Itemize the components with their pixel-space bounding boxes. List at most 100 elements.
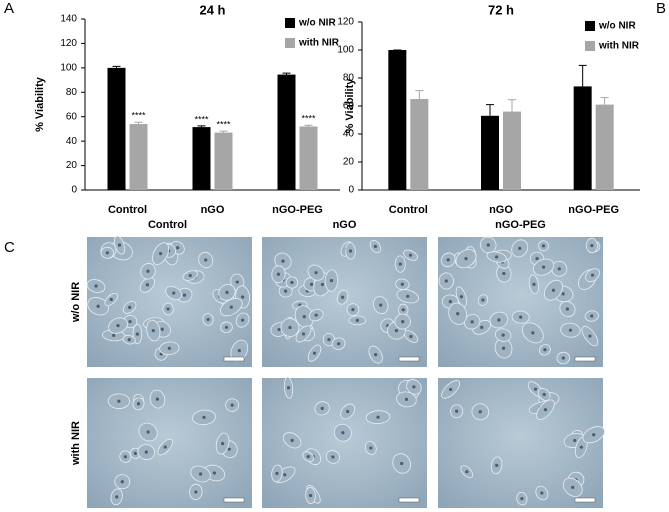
y-tick-label: 140 — [60, 14, 77, 25]
nucleus — [351, 308, 355, 312]
scale-bar — [398, 356, 420, 362]
nucleus — [160, 327, 164, 331]
error-bar — [600, 97, 609, 105]
y-tick-label: 20 — [66, 160, 78, 171]
y-tick-label: 120 — [337, 17, 354, 28]
nucleus — [275, 471, 279, 476]
nucleus — [394, 329, 399, 333]
micrograph — [438, 236, 603, 367]
y-tick-label: 80 — [343, 73, 355, 84]
nucleus — [592, 433, 596, 437]
nucleus — [127, 338, 131, 342]
nucleus — [561, 292, 565, 296]
bar — [595, 104, 614, 190]
nucleus — [240, 318, 245, 322]
nucleus — [221, 441, 225, 446]
y-tick-label: 60 — [66, 111, 78, 122]
x-tick-label: Control — [389, 204, 428, 216]
nucleus — [531, 331, 535, 335]
x-tick-label: nGO — [489, 204, 513, 216]
nucleus — [561, 356, 565, 360]
nucleus — [373, 244, 377, 249]
nucleus — [135, 332, 139, 336]
nucleus — [348, 249, 353, 253]
nucleus — [309, 282, 314, 286]
nucleus — [502, 271, 506, 276]
nucleus — [327, 338, 331, 342]
nucleus — [568, 328, 573, 332]
nucleus — [290, 438, 294, 442]
nucleus — [541, 244, 546, 248]
nucleus — [369, 446, 373, 450]
nucleus — [341, 431, 345, 435]
x-tick-label: nGO-PEG — [568, 204, 619, 216]
micrograph — [87, 378, 252, 508]
micrograph — [262, 376, 427, 508]
nucleus — [470, 320, 474, 324]
error-bar — [304, 124, 313, 127]
nucleus — [346, 409, 350, 414]
error-bar — [219, 130, 228, 133]
nucleus — [301, 332, 306, 336]
nucleus — [194, 490, 198, 494]
nucleus — [225, 290, 229, 294]
nucleus — [144, 450, 148, 454]
nucleus — [444, 279, 448, 283]
y-tick-label: 20 — [343, 157, 355, 168]
nucleus — [306, 455, 310, 459]
x-tick-label: Control — [108, 204, 147, 216]
panel-label: A — [4, 0, 14, 17]
bar — [277, 74, 296, 190]
nucleus — [565, 307, 570, 311]
nucleus — [123, 455, 127, 459]
nucleus — [374, 353, 378, 357]
nucleus — [464, 257, 468, 261]
nucleus — [329, 279, 334, 283]
nucleus — [314, 271, 318, 275]
nucleus — [543, 408, 548, 412]
nucleus — [133, 451, 137, 455]
nucleus — [519, 315, 523, 319]
nucleus — [94, 284, 98, 288]
nucleus — [376, 415, 380, 419]
nucleus — [486, 243, 490, 247]
nucleus — [146, 430, 150, 434]
nucleus — [465, 470, 469, 474]
nucleus — [331, 455, 335, 459]
micrograph — [438, 378, 605, 508]
error-bar — [578, 64, 587, 87]
nucleus — [198, 472, 203, 476]
nucleus — [408, 253, 413, 257]
nucleus — [340, 295, 345, 299]
bar — [388, 50, 407, 190]
legend-label: w/o NIR — [598, 21, 636, 32]
y-tick-label: 40 — [343, 129, 355, 140]
nucleus — [588, 334, 592, 338]
panel-label: C — [4, 239, 15, 256]
nucleus — [543, 348, 547, 352]
error-bar — [282, 72, 291, 75]
scale-bar — [574, 497, 596, 503]
nucleus — [227, 447, 231, 451]
nucleus — [136, 402, 141, 406]
nucleus — [448, 300, 452, 304]
nucleus — [276, 272, 281, 276]
nucleus — [459, 295, 463, 299]
nucleus — [115, 495, 119, 499]
nucleus — [155, 397, 160, 401]
error-bar — [486, 104, 494, 116]
bar — [107, 67, 126, 190]
bar — [129, 124, 148, 190]
nucleus — [188, 273, 192, 278]
scale-bar — [574, 356, 596, 362]
bar — [299, 126, 318, 190]
nucleus — [590, 314, 594, 318]
nucleus — [320, 406, 324, 410]
legend-label: with NIR — [598, 41, 640, 52]
nucleus — [542, 392, 546, 397]
nucleus — [501, 333, 505, 337]
nucleus — [167, 346, 171, 350]
legend-swatch — [285, 18, 295, 28]
column-label: nGO — [333, 219, 357, 231]
nucleus — [206, 317, 210, 322]
